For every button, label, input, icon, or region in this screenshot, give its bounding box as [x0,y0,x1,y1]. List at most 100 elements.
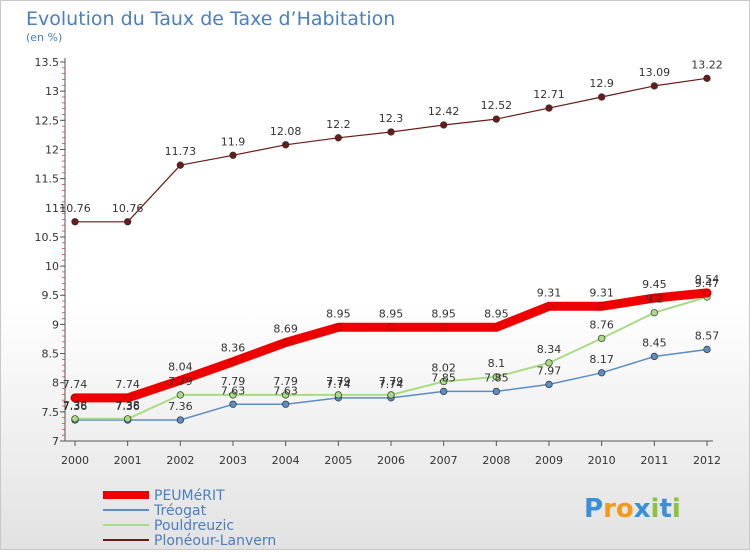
data-point-peum-rit [492,323,501,332]
data-label-tr-ogat: 7.63 [221,384,246,397]
data-point-pouldreuzic [598,334,606,343]
data-label-pouldreuzic: 7.79 [326,375,351,388]
data-point-peum-rit [71,394,79,402]
data-label-tr-ogat: 7.74 [326,378,351,391]
proxiti-logo: Proxiti [584,494,681,524]
data-point-plon-our-lanvern [492,115,500,123]
y-tick-label: 13.5 [35,56,60,69]
data-point-plon-our-lanvern [545,104,553,112]
data-point-plon-our-lanvern [440,121,448,129]
data-point-pouldreuzic [545,359,553,367]
data-label-peum-rit: 8.04 [168,360,193,373]
data-point-peum-rit [545,302,553,311]
data-point-pouldreuzic [71,415,79,423]
data-point-tr-ogat [229,400,237,408]
y-tick-label: 9.5 [42,289,60,302]
x-tick-label: 2008 [482,454,510,467]
y-tick-label: 7 [52,435,59,448]
data-label-plon-our-lanvern: 11.9 [221,135,246,148]
x-tick-label: 2011 [640,454,668,467]
data-point-pouldreuzic [492,373,500,381]
data-label-pouldreuzic: 9.47 [695,277,720,290]
logo-letter: i [651,494,660,524]
data-label-pouldreuzic: 7.38 [115,399,140,412]
data-label-tr-ogat: 8.45 [642,336,667,349]
legend-label-pouldreuzic: Pouldreuzic [154,518,234,534]
y-tick-label: 8 [52,377,59,390]
data-label-tr-ogat: 7.63 [273,384,298,397]
data-label-peum-rit: 7.74 [115,378,140,391]
data-label-tr-ogat: 8.17 [589,353,614,366]
data-point-plon-our-lanvern [71,218,79,226]
data-label-peum-rit: 8.95 [326,307,351,320]
data-point-plon-our-lanvern [387,128,395,136]
data-label-pouldreuzic: 8.34 [537,343,562,356]
data-point-peum-rit [334,323,343,332]
data-point-tr-ogat [492,387,500,396]
data-label-peum-rit: 8.69 [273,322,298,335]
data-label-peum-rit: 9.45 [642,278,667,291]
data-label-tr-ogat: 7.74 [379,378,404,391]
data-point-peum-rit [650,294,659,302]
chart-subtitle: (en %) [26,31,62,44]
data-label-peum-rit: 8.95 [484,307,509,320]
y-tick-label: 9 [52,318,59,331]
data-point-tr-ogat [440,387,448,396]
x-tick-label: 2010 [588,454,616,467]
data-label-tr-ogat: 7.36 [63,400,88,413]
legend: PEUMéRITTréogatPouldreuzicPlonéour-Lanve… [103,488,276,549]
data-label-plon-our-lanvern: 12.42 [428,105,460,118]
data-label-pouldreuzic: 9.2 [646,293,664,306]
y-tick-label: 11.5 [35,173,60,186]
logo-letter: t [659,494,671,524]
data-label-pouldreuzic: 8.02 [431,362,456,375]
data-label-peum-rit: 7.74 [63,378,88,391]
data-label-peum-rit: 9.31 [589,286,614,299]
data-label-tr-ogat: 7.85 [431,371,456,384]
data-label-pouldreuzic: 8.1 [488,357,506,370]
x-tick-label: 2002 [166,454,194,467]
data-point-pouldreuzic [387,391,395,399]
y-tick-label: 11 [45,202,59,215]
logo-letter: r [603,494,616,524]
x-tick-label: 2012 [693,454,721,467]
data-label-plon-our-lanvern: 12.2 [326,118,351,131]
data-point-tr-ogat [176,416,184,424]
x-tick-label: 2001 [114,454,142,467]
x-tick-label: 2006 [377,454,405,467]
series-layer [70,74,712,424]
data-point-pouldreuzic [229,391,237,399]
y-tick-label: 12.5 [35,114,60,127]
data-label-plon-our-lanvern: 10.76 [112,202,144,215]
data-point-peum-rit [176,376,185,385]
logo-letter: o [616,494,634,524]
data-label-plon-our-lanvern: 11.73 [165,145,197,158]
data-point-plon-our-lanvern [229,151,237,159]
data-point-plon-our-lanvern [176,161,184,169]
x-tick-label: 2000 [61,454,89,467]
logo-letter: x [634,494,651,524]
x-tick-label: 2005 [324,454,352,467]
data-label-plon-our-lanvern: 10.76 [59,202,91,215]
data-label-plon-our-lanvern: 12.08 [270,125,302,138]
data-point-peum-rit [439,323,448,332]
data-label-pouldreuzic: 7.79 [168,375,193,388]
data-point-peum-rit [597,302,606,311]
chart-title: Evolution du Taux de Taxe d’Habitation [26,8,395,30]
data-point-plon-our-lanvern [124,218,132,226]
data-label-pouldreuzic: 8.76 [589,318,614,331]
data-point-pouldreuzic [650,309,658,317]
data-point-pouldreuzic [334,391,342,399]
data-point-peum-rit [281,338,290,347]
logo-letter: i [672,494,681,524]
data-label-plon-our-lanvern: 12.3 [379,112,404,125]
data-label-peum-rit: 8.36 [221,342,246,355]
data-point-pouldreuzic [282,391,290,399]
data-point-pouldreuzic [440,377,448,386]
legend-label-plon-our-lanvern: Plonéour-Lanvern [154,533,276,549]
data-label-plon-our-lanvern: 12.9 [589,77,614,90]
data-point-pouldreuzic [124,415,132,423]
legend-label-tr-ogat: Tréogat [153,503,207,519]
